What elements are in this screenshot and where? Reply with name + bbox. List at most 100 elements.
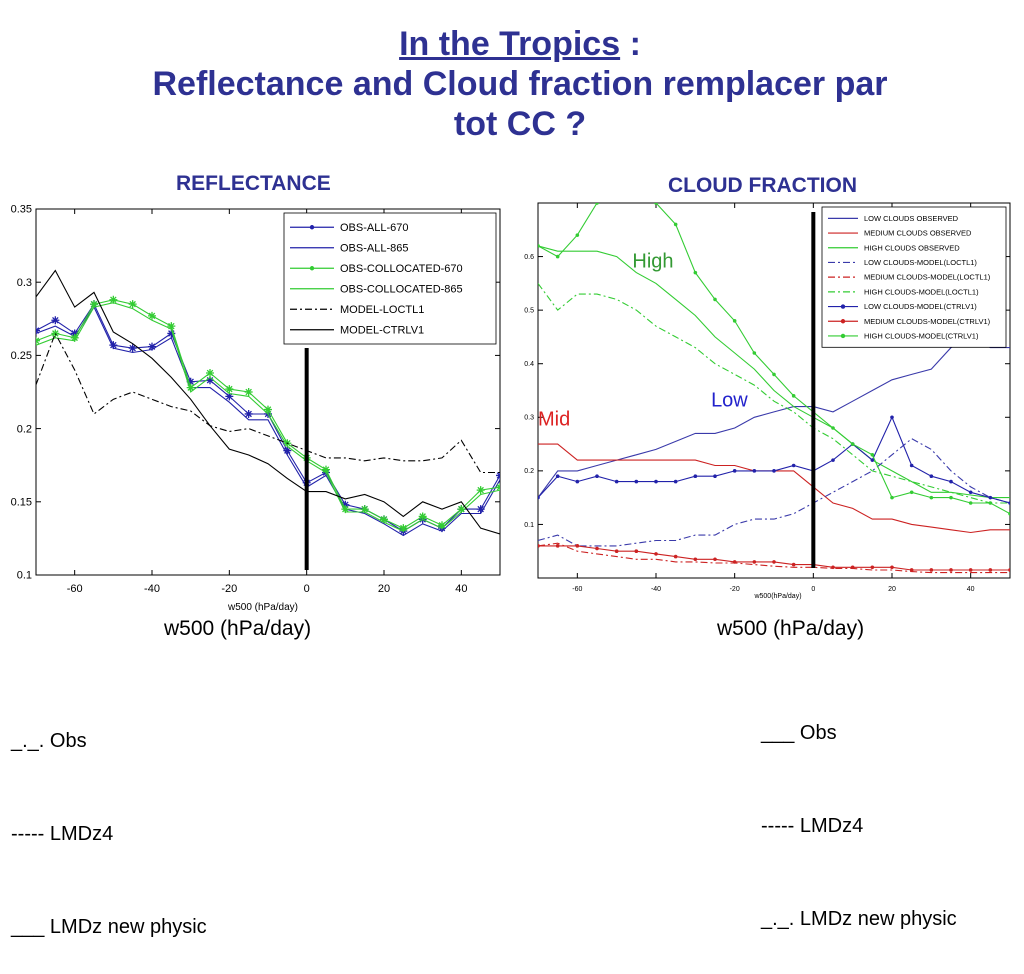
x-tick-label: -60	[67, 583, 83, 595]
legend-entry: MEDIUM CLOUDS-MODEL(LOCTL1)	[864, 273, 991, 282]
data-point	[929, 495, 934, 500]
x-tick-label: -40	[651, 586, 661, 593]
data-point	[614, 549, 619, 554]
data-point	[128, 300, 137, 309]
annotation-high: High	[632, 250, 673, 272]
y-tick-label: 0.25	[11, 350, 32, 362]
data-point	[457, 505, 466, 514]
data-point	[752, 469, 757, 473]
data-point	[109, 341, 118, 350]
data-point	[438, 521, 446, 530]
data-point	[538, 544, 540, 548]
data-point	[870, 452, 875, 457]
left-key-obs: _._. Obs	[11, 730, 87, 752]
data-point	[654, 552, 658, 556]
x-tick-label: 40	[967, 586, 975, 593]
data-point	[791, 562, 796, 567]
legend-entry: OBS-ALL-865	[340, 242, 408, 254]
left-line-key: _._. Obs ----- LMDz4 ___ LMDz new physic	[11, 664, 207, 974]
x-axis-label: w500(hPa/day)	[753, 593, 801, 600]
legend-entry: MEDIUM CLOUDS-MODEL(CTRLV1)	[864, 317, 991, 326]
right-key-lmdz4: ----- LMDz4	[761, 815, 864, 837]
data-point	[1008, 568, 1010, 572]
y-tick-label: 0.2	[17, 423, 32, 435]
legend-box	[283, 212, 497, 345]
data-point	[870, 565, 875, 570]
x-tick-label: -40	[144, 583, 160, 595]
title-line-3: tot CC ?	[453, 105, 587, 143]
data-point	[186, 383, 195, 392]
data-point	[341, 500, 350, 509]
data-point	[634, 479, 639, 484]
y-tick-label: 0.1	[524, 522, 534, 529]
series-line-low-clouds-model-loctl1	[538, 438, 1010, 547]
left-key-lmdz4: ----- LMDz4	[11, 823, 114, 845]
y-tick-label: 0.5	[524, 307, 534, 314]
data-point	[988, 501, 993, 505]
title-topic: In the Tropics	[399, 25, 621, 63]
data-point	[968, 501, 973, 505]
y-tick-label: 0.35	[11, 204, 32, 216]
data-point	[968, 490, 973, 495]
data-point	[654, 203, 658, 205]
data-point	[555, 544, 560, 548]
y-tick-label: 0.3	[524, 415, 534, 422]
legend-entry: LOW CLOUDS-MODEL(LOCTL1)	[864, 258, 977, 267]
data-point	[752, 351, 757, 355]
data-point	[244, 388, 253, 396]
data-point	[909, 490, 914, 495]
data-point	[772, 560, 776, 564]
legend-entry: HIGH CLOUDS-MODEL(CTRLV1)	[864, 331, 979, 340]
data-point	[70, 329, 79, 338]
data-point	[949, 568, 953, 572]
series-group	[36, 269, 500, 537]
legend-marker	[309, 266, 315, 271]
data-point	[225, 385, 234, 394]
data-point	[595, 203, 599, 205]
x-tick-label: 20	[378, 583, 390, 595]
legend-marker	[840, 304, 846, 309]
data-point	[988, 568, 993, 572]
legend-entry: LOW CLOUDS-MODEL(CTRLV1)	[864, 302, 977, 311]
y-tick-label: 0.4	[524, 361, 534, 368]
data-point	[614, 479, 619, 484]
right-line-key: ___ Obs ----- LMDz4 _._. LMDz new physic	[761, 656, 957, 966]
data-point	[693, 270, 698, 275]
x-axis-label: w500 (hPa/day)	[227, 602, 298, 613]
data-point	[870, 458, 875, 462]
data-point	[890, 565, 894, 570]
data-point	[673, 554, 678, 559]
data-point	[831, 426, 835, 430]
data-point	[909, 568, 914, 572]
data-point	[988, 495, 993, 500]
series-line-model-loctl1	[36, 332, 500, 474]
x-tick-label: 0	[304, 583, 310, 595]
data-point	[949, 479, 953, 484]
reflectance-chart: -60 -40 -20 0 20 40 0.1 0.15 0.2 0.25 0.3 0.35 OBS-A…	[11, 204, 501, 613]
annotation-mid: Mid	[538, 408, 570, 430]
x-tick-label: 0	[811, 586, 815, 593]
data-point	[615, 190, 619, 194]
data-point	[575, 544, 580, 548]
legend-entry: HIGH CLOUDS-MODEL(LOCTL1)	[864, 287, 979, 296]
data-point	[831, 458, 835, 462]
data-point	[51, 329, 60, 338]
data-point	[673, 479, 678, 484]
left-x-caption: w500 (hPa/day)	[164, 617, 312, 640]
data-point	[772, 372, 776, 377]
data-point	[929, 568, 934, 572]
series-line-model-ctrlv1	[36, 269, 500, 535]
data-point	[496, 471, 500, 480]
data-point	[575, 233, 580, 237]
data-point	[890, 415, 894, 420]
data-point	[1008, 511, 1010, 516]
data-point	[418, 512, 427, 521]
y-tick-label: 0.1	[17, 570, 32, 582]
data-point	[635, 190, 639, 194]
data-point	[791, 394, 796, 398]
series-line-medium-clouds-model-loctl1	[538, 542, 1010, 574]
data-point	[90, 300, 98, 309]
data-point	[264, 405, 272, 414]
legend-entry: MEDIUM CLOUDS OBSERVED	[864, 229, 972, 238]
cloud-fraction-chart: -60 -40 -20 0 20 40 0.1 0.2 0.3 0.4 0.5 0.6 LOW CLOU…	[524, 190, 1011, 600]
